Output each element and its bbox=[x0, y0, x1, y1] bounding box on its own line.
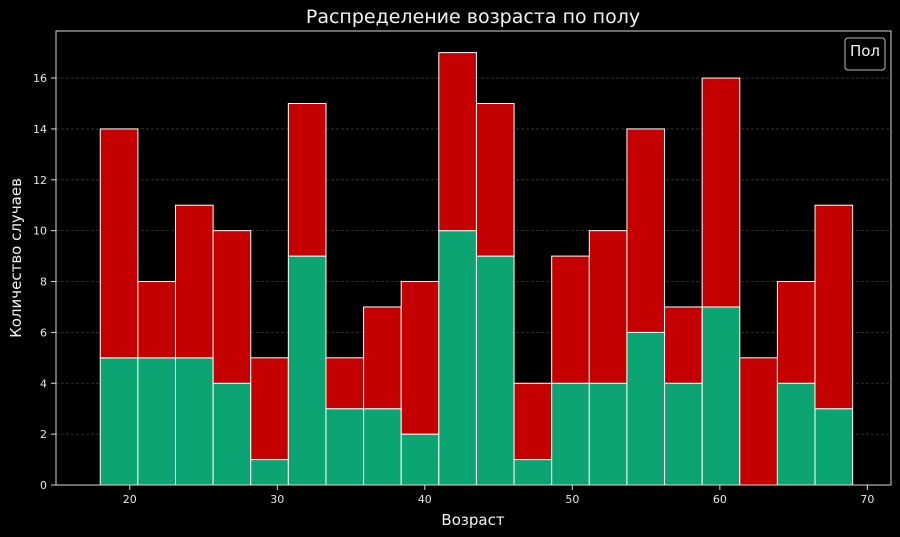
bar-segment-green bbox=[776, 382, 816, 486]
bar-segment-green bbox=[250, 459, 289, 486]
bar-segment-red bbox=[626, 128, 666, 333]
bar-segment-green bbox=[287, 255, 327, 486]
legend: Пол bbox=[844, 37, 886, 71]
x-tick-label: 60 bbox=[713, 493, 727, 506]
bar-segment-red bbox=[513, 382, 553, 461]
bar-segment-red bbox=[400, 281, 440, 435]
bar-segment-green bbox=[325, 408, 365, 486]
bar-segment-red bbox=[212, 230, 252, 384]
x-tick-label: 70 bbox=[860, 493, 874, 506]
bar-segment-red bbox=[287, 102, 327, 257]
y-tick-label: 14 bbox=[33, 123, 47, 136]
bar-segment-red bbox=[664, 306, 703, 384]
bars bbox=[99, 52, 854, 486]
x-tick-label: 40 bbox=[418, 493, 432, 506]
y-tick-label: 4 bbox=[40, 377, 47, 390]
x-tick-label: 30 bbox=[270, 493, 284, 506]
bar-segment-green bbox=[701, 306, 741, 486]
y-tick-label: 12 bbox=[33, 174, 47, 187]
y-axis-label: Количество случаев bbox=[7, 178, 25, 338]
x-tick-label: 50 bbox=[565, 493, 579, 506]
bar-segment-red bbox=[99, 128, 139, 359]
bar-segment-red bbox=[551, 255, 590, 384]
bar-segment-red bbox=[776, 281, 816, 384]
bar-segment-red bbox=[325, 357, 365, 410]
bar-segment-green bbox=[137, 357, 176, 486]
y-tick-label: 0 bbox=[40, 479, 47, 492]
y-tick-label: 8 bbox=[40, 276, 47, 289]
bar-segment-green bbox=[513, 459, 553, 486]
x-axis-label: Возраст bbox=[441, 511, 504, 529]
chart-title: Распределение возраста по полу bbox=[306, 6, 640, 28]
bar-segment-green bbox=[475, 255, 515, 486]
y-tick-label: 16 bbox=[33, 72, 47, 85]
bar-segment-red bbox=[739, 357, 778, 486]
bar-segment-red bbox=[137, 281, 176, 359]
y-tick-label: 6 bbox=[40, 326, 47, 339]
bar-segment-red bbox=[475, 102, 515, 257]
bar-segment-green bbox=[626, 331, 666, 486]
bar-segment-red bbox=[438, 52, 477, 232]
bar-segment-green bbox=[174, 357, 214, 486]
bar-segment-green bbox=[99, 357, 139, 486]
x-tick-label: 20 bbox=[123, 493, 137, 506]
bar-segment-red bbox=[174, 204, 214, 359]
y-tick-label: 10 bbox=[33, 225, 47, 238]
bar-segment-red bbox=[363, 306, 402, 410]
bar-segment-red bbox=[250, 357, 289, 461]
legend-box bbox=[844, 37, 886, 71]
bar-segment-green bbox=[588, 382, 628, 486]
bar-segment-red bbox=[814, 204, 854, 410]
legend-title: Пол bbox=[850, 42, 880, 60]
bar-segment-green bbox=[212, 382, 252, 486]
bar-segment-red bbox=[701, 77, 741, 308]
bar-segment-green bbox=[438, 230, 477, 486]
bar-segment-green bbox=[664, 382, 703, 486]
bar-segment-green bbox=[363, 408, 402, 486]
bar-segment-green bbox=[814, 408, 854, 486]
bar-segment-green bbox=[551, 382, 590, 486]
x-axis-ticks: 20 30 40 50 60 70 bbox=[123, 485, 874, 506]
y-axis-ticks: 0 2 4 6 8 10 12 14 16 bbox=[33, 72, 56, 492]
y-tick-label: 2 bbox=[40, 428, 47, 441]
bar-segment-green bbox=[400, 433, 440, 486]
plot-frame bbox=[55, 30, 892, 486]
bar-segment-red bbox=[588, 230, 628, 384]
